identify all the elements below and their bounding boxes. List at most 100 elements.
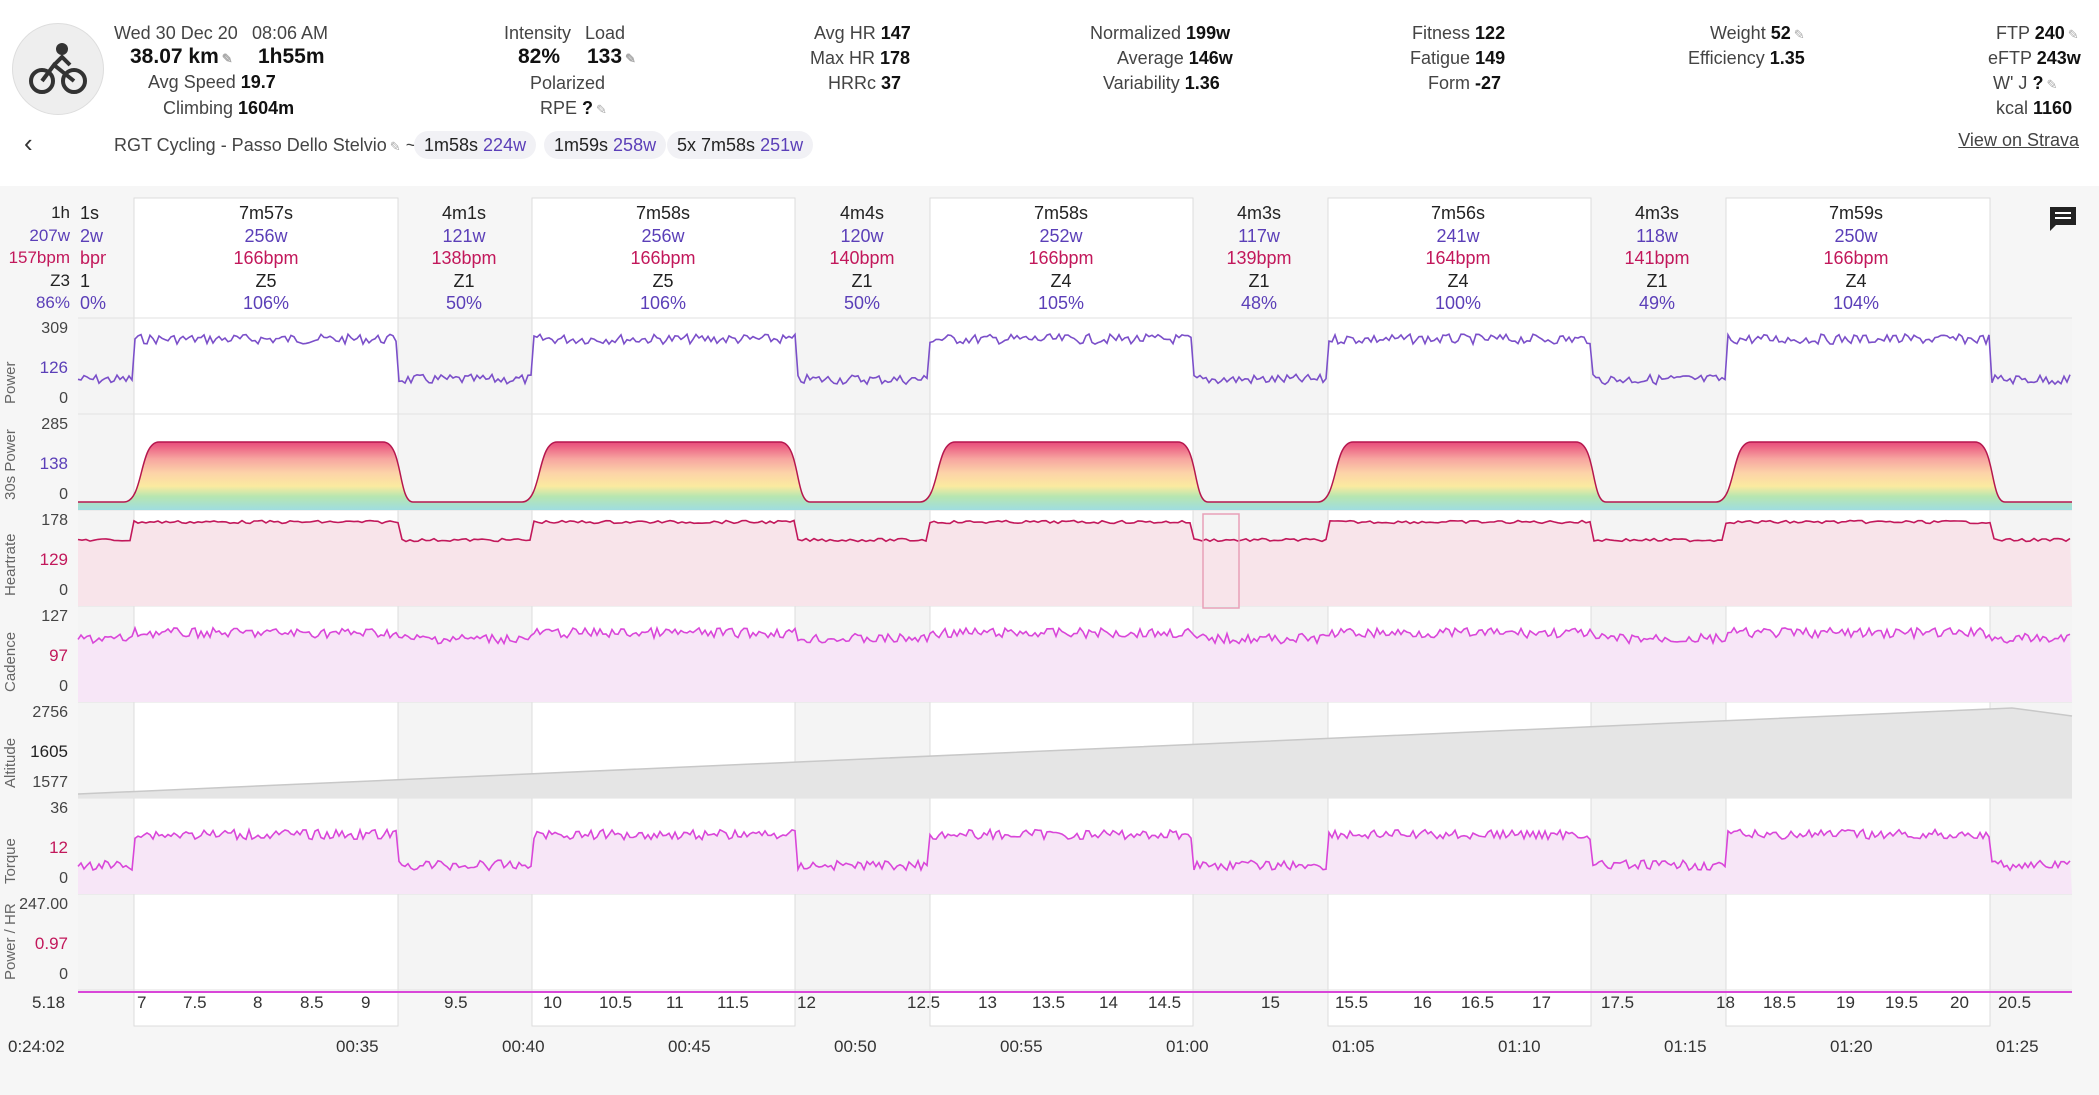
- interval-pc: 48%: [1240, 293, 1278, 313]
- comment-icon[interactable]: [2048, 205, 2078, 231]
- y-tick-label: 97: [49, 646, 68, 665]
- edit-pencil-icon[interactable]: ✎: [1793, 27, 1805, 42]
- rpe[interactable]: RPE ? ✎: [540, 98, 607, 118]
- y-tick-label: 2756: [32, 704, 68, 721]
- y-tick-label: 129: [39, 550, 68, 569]
- interval-label[interactable]: 7m58s 252w 166bpm Z4 105%: [991, 202, 1131, 315]
- distance-value[interactable]: 38.07 km ✎: [130, 45, 233, 68]
- interval-h: 138bpm: [431, 248, 497, 268]
- y-tick-label: 0: [59, 678, 68, 695]
- left-summary: 1h 207w 157bpm Z3 86%: [0, 202, 70, 315]
- interval-chip[interactable]: 1m58s 224w: [414, 131, 537, 159]
- form: Form -27: [1428, 73, 1502, 93]
- cadence-area: [78, 627, 2072, 702]
- interval-t: 7m59s: [1828, 203, 1884, 223]
- work-interval-box: [1725, 197, 1991, 1027]
- interval-label[interactable]: 7m58s 256w 166bpm Z5 106%: [593, 202, 733, 315]
- ftp[interactable]: FTP 240 ✎: [1996, 23, 2079, 43]
- interval-chip[interactable]: 5x 7m58s 251w: [667, 131, 814, 159]
- interval-h: 166bpm: [630, 248, 696, 268]
- interval-label[interactable]: 7m56s 241w 164bpm Z4 100%: [1388, 202, 1528, 315]
- edit-pencil-icon[interactable]: ✎: [625, 51, 636, 66]
- weight[interactable]: Weight 52 ✎: [1710, 23, 1805, 43]
- interval-t: 4m3s: [1236, 203, 1281, 223]
- interval-label[interactable]: 4m3s 117w 139bpm Z1 48%: [1189, 202, 1329, 315]
- interval-p: 118w: [1636, 225, 1678, 246]
- y-tick-label: 126: [39, 358, 68, 377]
- back-chevron-icon[interactable]: ‹: [24, 128, 33, 158]
- interval-chip[interactable]: 1m59s 258w: [544, 131, 667, 159]
- y-tick-label: 178: [41, 512, 68, 529]
- interval-h: 164bpm: [1425, 248, 1491, 268]
- y-tick-label: 36: [50, 800, 68, 817]
- avg-hr: Avg HR 147: [814, 23, 911, 43]
- torque-line: [77, 827, 2071, 873]
- distance-tick-label: 14: [1099, 993, 1118, 1012]
- left-summary-hr: 157bpm: [8, 248, 70, 267]
- hrrc: HRRc 37: [828, 73, 902, 93]
- interval-label[interactable]: 1s2wbpm10%: [80, 202, 106, 315]
- heartrate-line: [77, 519, 2071, 543]
- interval-t: 7m58s: [635, 203, 691, 223]
- cycling-avatar: [12, 23, 104, 115]
- interval-label[interactable]: 7m59s 250w 166bpm Z4 104%: [1786, 202, 1926, 315]
- edit-pencil-icon[interactable]: ✎: [596, 102, 607, 117]
- cadence-line: [77, 625, 2071, 646]
- edit-pencil-icon[interactable]: ✎: [221, 51, 233, 66]
- distance-tick-label: 12: [797, 993, 816, 1012]
- efficiency: Efficiency 1.35: [1688, 48, 1805, 68]
- y-tick-label: 0: [59, 390, 68, 407]
- interval-z: Z5: [652, 270, 674, 291]
- y-tick-label: 0: [59, 966, 68, 983]
- distance-tick-label: 15: [1261, 993, 1280, 1012]
- y-tick-label: 0.97: [34, 934, 68, 953]
- activity-name[interactable]: RGT Cycling - Passo Dello Stelvio ✎ ~: [114, 135, 417, 155]
- interval-pc: 106%: [639, 293, 687, 313]
- interval-label[interactable]: 4m4s 120w 140bpm Z1 50%: [792, 202, 932, 315]
- interval-p: 250w: [1834, 225, 1878, 246]
- distance-tick-label: 11: [666, 993, 684, 1012]
- interval-z: Z1: [453, 270, 475, 291]
- w-prime[interactable]: W' J ? ✎: [1993, 73, 2058, 93]
- interval-p: 117w: [1238, 225, 1280, 246]
- altitude-area: [78, 708, 2072, 798]
- distance-tick-label: 20.5: [1998, 993, 2032, 1012]
- interval-label[interactable]: 4m3s 118w 141bpm Z1 49%: [1587, 202, 1727, 315]
- distance-tick-label: 10.5: [599, 993, 633, 1012]
- altitude-line: [77, 707, 2073, 795]
- interval-label[interactable]: 4m1s 121w 138bpm Z1 50%: [394, 202, 534, 315]
- y-tick-label: 138: [39, 454, 68, 473]
- view-on-strava-link[interactable]: View on Strava: [1958, 130, 2079, 150]
- interval-pc: 0%: [80, 293, 106, 313]
- interval-pc: 50%: [445, 293, 483, 313]
- interval-h: 166bpm: [1028, 248, 1094, 268]
- climbing: Climbing 1604m: [163, 98, 295, 118]
- load-label: Load: [585, 23, 626, 43]
- polarized-label: Polarized: [530, 73, 606, 93]
- work-interval-box: [133, 197, 399, 1027]
- fatigue: Fatigue 149: [1410, 48, 1506, 68]
- work-interval-box: [1327, 197, 1592, 1027]
- interval-p: 256w: [641, 225, 685, 246]
- y-tick-label: 0: [59, 582, 68, 599]
- time-tick-label: 00:55: [1000, 1037, 1043, 1056]
- distance-tick-label: 20: [1950, 993, 1969, 1012]
- load-value[interactable]: 133 ✎: [587, 45, 636, 68]
- kcal: kcal 1160: [1996, 98, 2073, 118]
- interval-t: 4m1s: [441, 203, 486, 223]
- edit-pencil-icon[interactable]: ✎: [2046, 77, 2058, 92]
- distance-tick-label: 7.5: [183, 993, 207, 1012]
- distance-tick-label: 16: [1413, 993, 1432, 1012]
- distance-tick-label: 18.5: [1763, 993, 1797, 1012]
- distance-tick-label: 14.5: [1148, 993, 1182, 1012]
- variability: Variability 1.36: [1103, 73, 1220, 93]
- interval-label[interactable]: 7m57s 256w 166bpm Z5 106%: [196, 202, 336, 315]
- interval-p: 252w: [1039, 225, 1083, 246]
- left-summary-time: 1h: [51, 203, 70, 222]
- time-tick-label: 00:35: [336, 1037, 379, 1056]
- edit-pencil-icon[interactable]: ✎: [2067, 27, 2079, 42]
- edit-pencil-icon[interactable]: ✎: [389, 139, 401, 154]
- y-tick-label: 0: [59, 870, 68, 887]
- interval-t: 7m58s: [1033, 203, 1089, 223]
